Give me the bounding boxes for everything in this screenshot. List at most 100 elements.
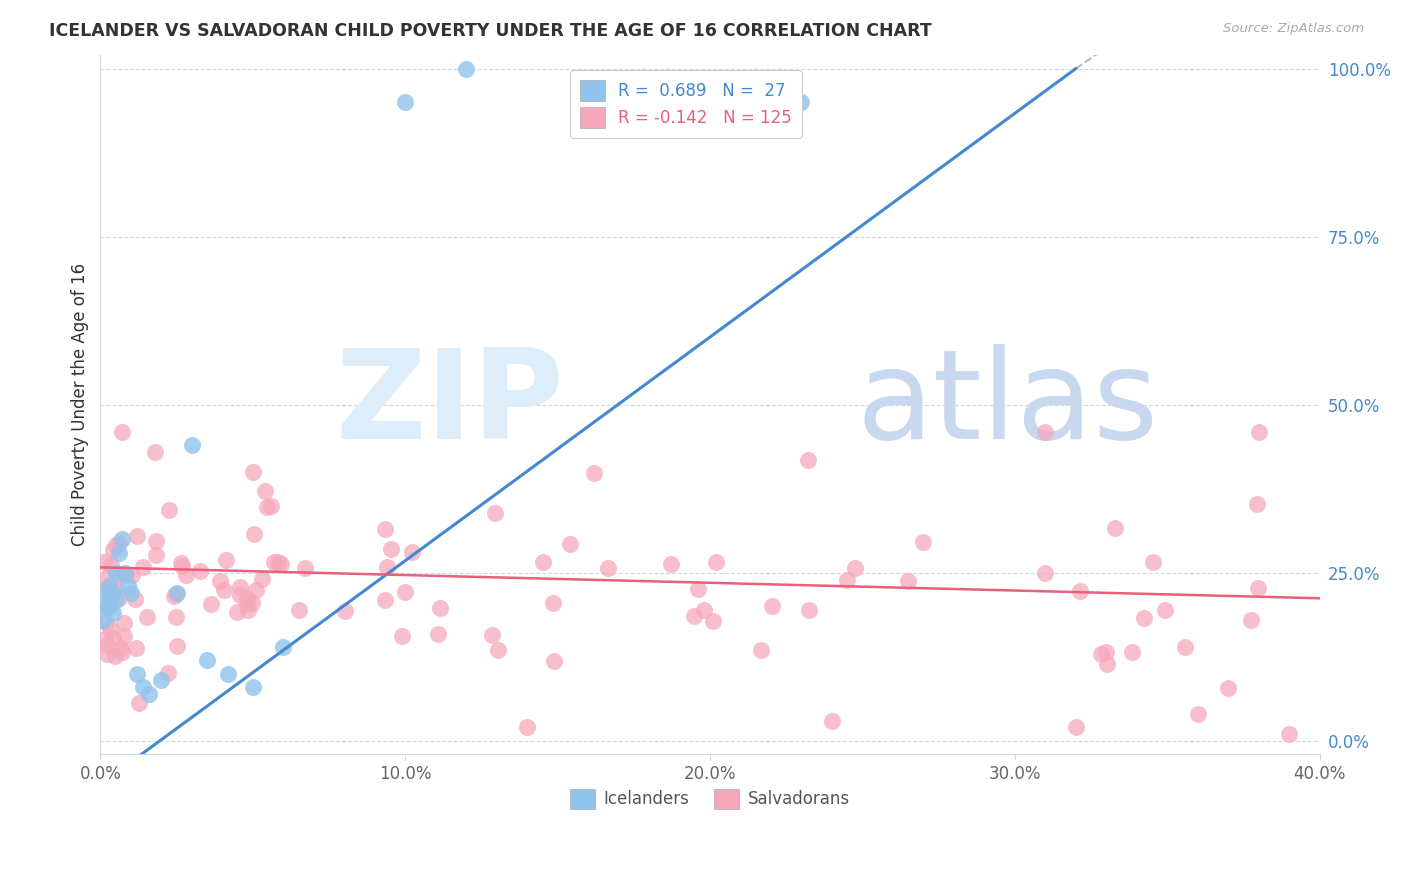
Point — [531, 555, 554, 569]
Point — [704, 555, 727, 569]
Point — [236, 598, 259, 612]
Point — [217, 666, 239, 681]
Point — [208, 574, 231, 588]
Point — [897, 574, 920, 588]
Point — [96, 638, 118, 652]
Point — [1187, 706, 1209, 721]
Point — [93, 632, 115, 647]
Point — [165, 610, 187, 624]
Point — [702, 614, 724, 628]
Point — [125, 641, 148, 656]
Point — [97, 570, 120, 584]
Point — [683, 609, 706, 624]
Point — [911, 535, 934, 549]
Point — [1247, 581, 1270, 595]
Point — [427, 627, 450, 641]
Point — [1142, 555, 1164, 569]
Point — [111, 645, 134, 659]
Point — [749, 643, 772, 657]
Point — [108, 591, 131, 605]
Point — [96, 648, 118, 662]
Text: Source: ZipAtlas.com: Source: ZipAtlas.com — [1223, 22, 1364, 36]
Point — [236, 591, 259, 605]
Text: atlas: atlas — [856, 344, 1159, 465]
Point — [104, 648, 127, 663]
Point — [797, 453, 820, 467]
Point — [132, 680, 155, 694]
Point — [541, 596, 564, 610]
Point — [124, 592, 146, 607]
Point — [105, 573, 128, 587]
Point — [120, 586, 142, 600]
Point — [254, 483, 277, 498]
Point — [96, 615, 118, 630]
Point — [456, 62, 478, 76]
Point — [1090, 647, 1112, 661]
Legend: Icelanders, Salvadorans: Icelanders, Salvadorans — [564, 782, 856, 816]
Point — [582, 467, 605, 481]
Point — [242, 465, 264, 479]
Point — [558, 537, 581, 551]
Point — [166, 586, 188, 600]
Point — [170, 558, 193, 573]
Point — [375, 559, 398, 574]
Point — [96, 580, 118, 594]
Point — [100, 558, 122, 573]
Point — [271, 640, 294, 654]
Point — [96, 599, 118, 614]
Point — [1240, 613, 1263, 627]
Point — [484, 506, 506, 520]
Point — [401, 545, 423, 559]
Point — [98, 593, 121, 607]
Point — [101, 543, 124, 558]
Point — [101, 631, 124, 645]
Point — [835, 574, 858, 588]
Point — [481, 627, 503, 641]
Point — [242, 680, 264, 694]
Point — [117, 579, 139, 593]
Point — [1097, 657, 1119, 671]
Point — [659, 557, 682, 571]
Point — [104, 592, 127, 607]
Text: ICELANDER VS SALVADORAN CHILD POVERTY UNDER THE AGE OF 16 CORRELATION CHART: ICELANDER VS SALVADORAN CHILD POVERTY UN… — [49, 22, 932, 40]
Point — [156, 665, 179, 680]
Point — [225, 606, 247, 620]
Point — [1095, 645, 1118, 659]
Point — [374, 522, 396, 536]
Point — [125, 666, 148, 681]
Point — [256, 500, 278, 514]
Point — [212, 583, 235, 598]
Point — [598, 561, 620, 575]
Point — [125, 529, 148, 543]
Point — [112, 629, 135, 643]
Point — [394, 95, 416, 110]
Point — [138, 687, 160, 701]
Point — [245, 582, 267, 597]
Point — [143, 444, 166, 458]
Point — [93, 613, 115, 627]
Point — [374, 593, 396, 607]
Point — [114, 566, 136, 580]
Point — [380, 542, 402, 557]
Y-axis label: Child Poverty Under the Age of 16: Child Poverty Under the Age of 16 — [72, 263, 89, 546]
Point — [111, 425, 134, 439]
Point — [96, 599, 118, 614]
Point — [250, 572, 273, 586]
Point — [1174, 640, 1197, 654]
Point — [394, 585, 416, 599]
Point — [294, 560, 316, 574]
Point — [1216, 681, 1239, 695]
Point — [121, 568, 143, 582]
Point — [1246, 497, 1268, 511]
Point — [98, 622, 121, 636]
Point — [128, 696, 150, 710]
Point — [270, 557, 292, 571]
Point — [165, 586, 187, 600]
Point — [240, 596, 263, 610]
Point — [686, 582, 709, 597]
Point — [200, 597, 222, 611]
Point — [110, 641, 132, 656]
Point — [107, 545, 129, 559]
Point — [176, 568, 198, 582]
Point — [1133, 611, 1156, 625]
